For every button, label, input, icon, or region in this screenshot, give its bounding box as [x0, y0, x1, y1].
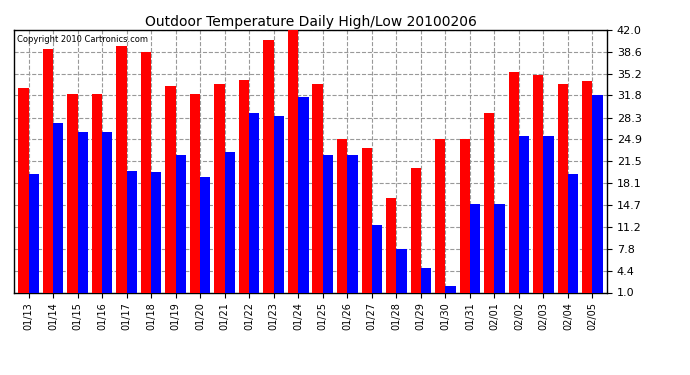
Bar [313, 84, 323, 299]
Bar [274, 116, 284, 299]
Bar [421, 268, 431, 299]
Bar [396, 249, 406, 299]
Bar [67, 94, 77, 299]
Bar [166, 86, 176, 299]
Bar [386, 198, 396, 299]
Bar [558, 84, 568, 299]
Bar [445, 286, 455, 299]
Bar [176, 155, 186, 299]
Bar [298, 97, 308, 299]
Bar [495, 204, 504, 299]
Bar [18, 88, 28, 299]
Bar [411, 168, 421, 299]
Bar [43, 49, 53, 299]
Bar [347, 155, 357, 299]
Bar [288, 30, 298, 299]
Bar [323, 155, 333, 299]
Bar [593, 95, 603, 299]
Bar [249, 113, 259, 299]
Bar [239, 80, 249, 299]
Bar [544, 136, 554, 299]
Bar [533, 75, 544, 299]
Bar [568, 174, 578, 299]
Bar [102, 132, 112, 299]
Bar [337, 140, 347, 299]
Bar [372, 225, 382, 299]
Bar [141, 52, 151, 299]
Bar [190, 94, 200, 299]
Bar [582, 81, 593, 299]
Bar [215, 84, 225, 299]
Text: Copyright 2010 Cartronics.com: Copyright 2010 Cartronics.com [17, 35, 148, 44]
Bar [435, 140, 445, 299]
Bar [484, 113, 495, 299]
Bar [460, 140, 470, 299]
Bar [200, 177, 210, 299]
Title: Outdoor Temperature Daily High/Low 20100206: Outdoor Temperature Daily High/Low 20100… [145, 15, 476, 29]
Bar [362, 148, 372, 299]
Bar [470, 204, 480, 299]
Bar [126, 171, 137, 299]
Bar [117, 46, 126, 299]
Bar [92, 94, 102, 299]
Bar [519, 136, 529, 299]
Bar [151, 172, 161, 299]
Bar [264, 40, 274, 299]
Bar [53, 123, 63, 299]
Bar [28, 174, 39, 299]
Bar [509, 72, 519, 299]
Bar [77, 132, 88, 299]
Bar [225, 152, 235, 299]
